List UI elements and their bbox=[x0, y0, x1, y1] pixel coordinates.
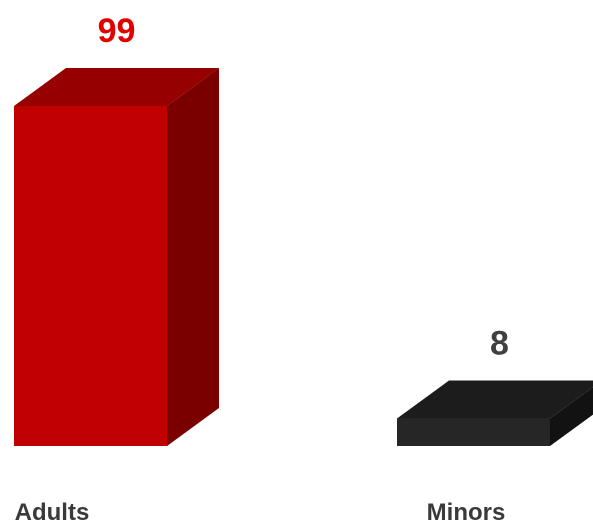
value-label-adults: 99 bbox=[98, 12, 136, 50]
category-label-minors: Minors bbox=[427, 499, 506, 526]
bar-minors-side bbox=[550, 387, 593, 446]
bars-group bbox=[14, 68, 593, 446]
bar-adults bbox=[14, 68, 219, 446]
bar-adults-side bbox=[167, 68, 219, 446]
bar-adults-top bbox=[14, 68, 219, 106]
bar-minors-front bbox=[397, 418, 550, 446]
bar-minors-top bbox=[397, 380, 593, 419]
value-label-minors: 8 bbox=[490, 325, 509, 363]
bar-adults-front bbox=[14, 106, 167, 446]
category-label-adults: Adults bbox=[15, 499, 90, 526]
labels-group: 99 Adults 8 Minors bbox=[15, 12, 509, 526]
bar-minors bbox=[397, 380, 593, 446]
